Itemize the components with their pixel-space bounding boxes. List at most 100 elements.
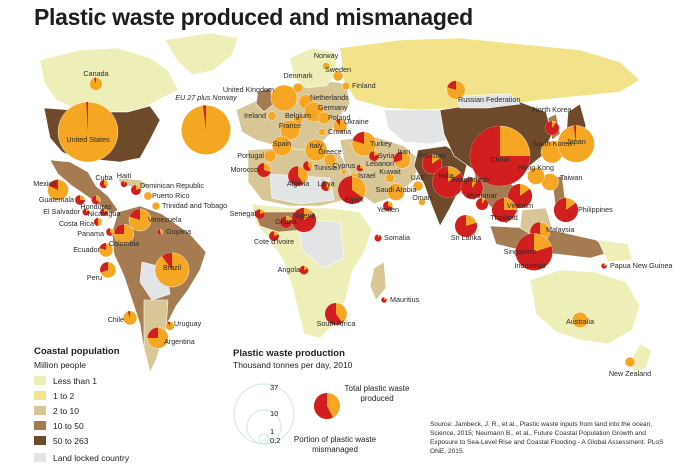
country-label-senegal: Senegal [230,209,257,218]
scale-circle-37 [233,383,295,445]
mismanaged-slice [491,197,517,223]
bubble-vietnam [507,183,533,209]
total-bubble [385,173,395,183]
country-label-indonesia: Indonesia [514,261,545,270]
australia-land [529,269,641,345]
mismanaged-slice [324,302,343,326]
mismanaged-slice [338,176,364,204]
total-bubble [151,201,161,211]
country-label-mexico: Mexico [33,179,56,188]
country-label-algeria: Algeria [287,179,309,188]
bubble-china [469,125,531,187]
bubble-sri-lanka [454,214,478,238]
mismanaged-slice [288,166,304,186]
bubble-brazil [154,252,190,288]
label-layer: Canada United States Mexico Cuba Haiti Domini… [33,51,672,378]
country-label-new-zealand: New Zealand [609,369,651,378]
country-label-papua-new-guinea: Papua New Guinea [610,261,672,270]
bubble-panama [105,227,115,237]
greenland-land [164,32,239,76]
bubble-denmark [292,82,304,94]
mexico-land [49,159,119,215]
bubble-puerto-rico [143,191,153,201]
bubble-tunisia [302,160,314,172]
bubble-sweden [332,70,344,82]
country-label-taiwan: Taiwan [560,173,582,182]
mismanaged-slice [507,183,533,209]
bubble-nicaragua [99,207,109,217]
bubble-mauritius [381,297,387,303]
mismanaged-slice [601,263,607,269]
bubble-cyprus [341,169,347,175]
mismanaged-slice [356,164,364,172]
country-label-syria: Syria [378,151,394,160]
bubble-papua-new-guinea [601,263,607,269]
country-label-norway: Norway [314,51,339,60]
total-bubble [387,183,405,201]
coastal-legend-subtitle: Million people [34,360,86,370]
country-label-el-salvador: El Salvador [43,207,80,216]
legend-item-50-to-263: 50 to 263 [34,435,88,446]
scale-value-37: 37 [270,383,279,392]
country-label-spain: Spain [273,139,291,148]
country-label-peru: Peru [87,273,102,282]
country-label-israel: Israel [358,171,376,180]
west-africa-coast-land [253,211,303,233]
swatch-50-to-263 [34,436,46,445]
bubble-japan [557,125,595,163]
country-label-iran: Iran [398,147,410,156]
country-label-myanmar: Myanmar [467,191,498,200]
bubble-indonesia [515,233,553,271]
country-label-saudi-arabia: Saudi Arabia [376,185,417,194]
total-bubble [624,356,636,368]
bubble-norway [322,62,330,70]
country-label-australia: Australia [566,317,594,326]
bubble-trinidad-and-tobago [151,201,161,211]
mismanaged-slice [553,197,579,223]
country-label-turkey: Turkey [370,139,392,148]
uk-land [255,87,275,113]
mismanaged-slice [48,179,58,190]
bubble-bangladesh [460,176,484,200]
bubble-poland [317,111,331,125]
total-bubble [304,138,328,162]
country-label-brazil: Brazil [163,263,181,272]
mismanaged-waste-label: Portion of plastic waste mismanaged [293,435,377,454]
total-bubble [318,128,326,136]
swatch-1-to-2 [34,391,46,400]
total-bubble [322,62,330,70]
mismanaged-slice [94,77,96,84]
bubble-mexico [47,179,69,201]
legend-item-landlocked: Land locked country [34,452,129,463]
north-america-north [39,47,179,113]
bubble-turkey [351,131,377,157]
bubble-thailand [491,197,517,223]
country-label-colombia: Colombia [109,239,139,248]
bubble-guatemala [74,194,86,206]
country-label-nicaragua: Nicaragua [88,209,121,218]
country-label-angola: Angola [278,265,300,274]
country-label-france: France [279,121,301,130]
country-label-guatemala: Guatemala [39,195,74,204]
legend-label: 50 to 263 [53,435,89,446]
total-bubble [270,84,298,112]
bubble-eu-27-plus-norway [181,105,231,155]
bubble-france [279,119,301,141]
country-label-philippines: Philippines [578,205,613,214]
legend-item-10-to-50: 10 to 50 [34,420,84,431]
mismanaged-slice [369,151,379,161]
source-note: Source: Jambeck, J. R., et al., Plastic … [430,421,664,455]
bubble-chile [122,310,138,326]
production-legend-subtitle: Thousand tonnes per day, 2010 [233,360,353,370]
bubble-el-salvador [82,208,90,216]
mismanaged-slice [75,195,85,205]
country-label-belgium: Belgium [285,111,311,120]
legend-label: Less than 1 [53,375,97,386]
total-bubble [341,81,351,91]
country-label-china: China [491,155,510,164]
total-bubble [412,180,424,192]
bubble-finland [341,81,351,91]
mismanaged-slice [100,208,108,216]
bubble-south-africa [324,302,348,326]
bubble-uruguay [165,321,175,331]
